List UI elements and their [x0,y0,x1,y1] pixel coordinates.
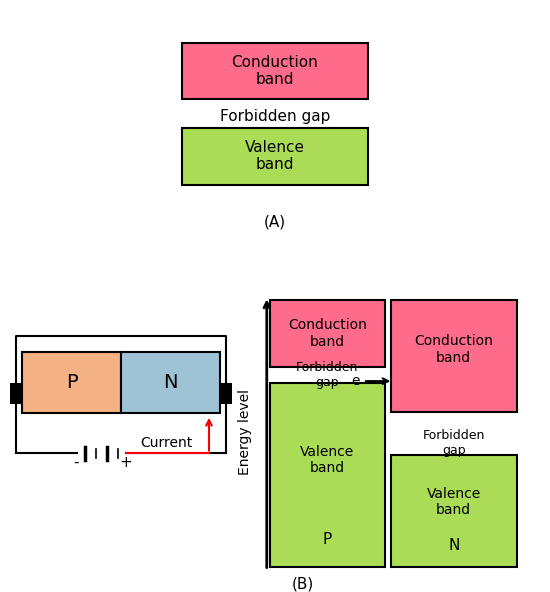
Text: e: e [352,374,360,388]
Text: Forbidden
gap: Forbidden gap [422,429,485,456]
FancyBboxPatch shape [270,382,385,567]
Text: Valence
band: Valence band [300,445,354,475]
Text: P: P [65,373,78,392]
Bar [10,382,22,404]
FancyBboxPatch shape [390,300,517,412]
FancyBboxPatch shape [182,128,368,185]
Text: -: - [73,455,79,470]
FancyBboxPatch shape [390,455,517,567]
Text: P: P [323,532,332,547]
FancyBboxPatch shape [22,352,121,413]
Text: Valence
band: Valence band [427,487,481,517]
FancyBboxPatch shape [270,300,385,367]
Text: Conduction
band: Conduction band [232,55,318,87]
Text: +: + [119,455,132,470]
Text: (A): (A) [264,214,286,229]
Text: (B): (B) [292,577,313,592]
Bar [220,382,232,404]
FancyBboxPatch shape [182,43,368,99]
Text: Forbidden gap: Forbidden gap [220,109,330,124]
Text: N: N [163,373,178,392]
Text: Current: Current [140,436,192,450]
Text: N: N [448,538,459,554]
Text: Conduction
band: Conduction band [288,318,367,349]
Text: Conduction
band: Conduction band [414,334,493,365]
FancyBboxPatch shape [121,352,220,413]
Text: Valence
band: Valence band [245,140,305,172]
Text: Forbidden
gap: Forbidden gap [296,361,359,389]
Text: Energy level: Energy level [238,389,252,475]
